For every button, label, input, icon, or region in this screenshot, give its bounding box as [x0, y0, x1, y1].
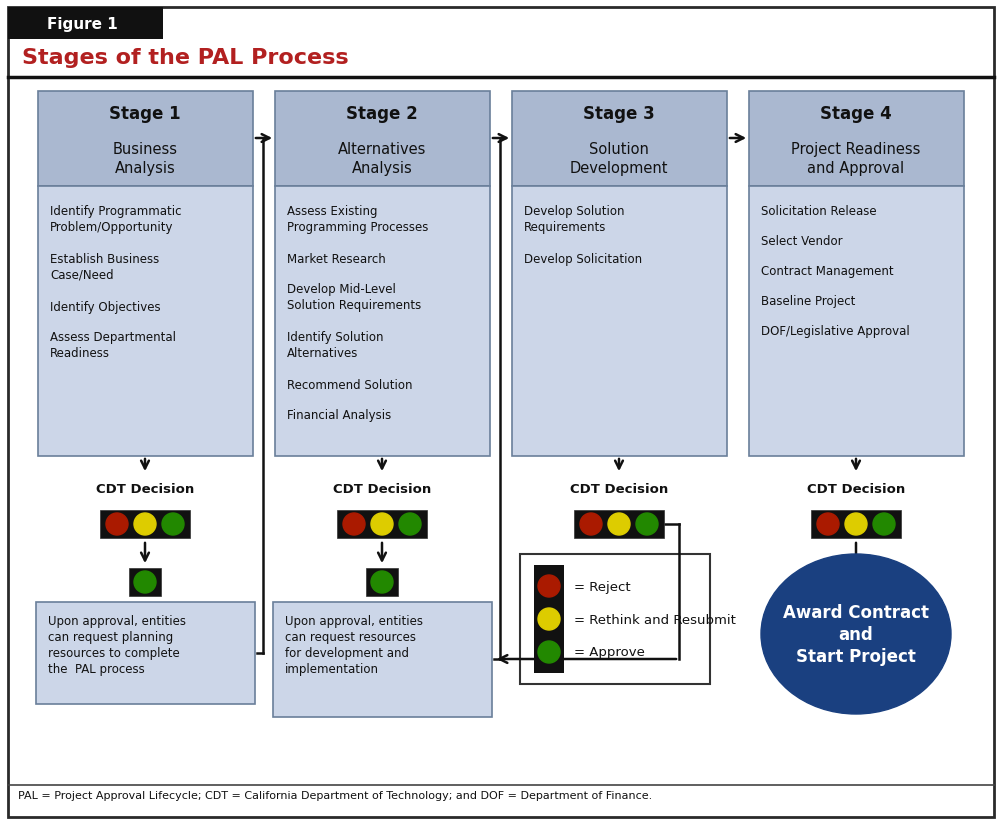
Text: Alternatives
Analysis: Alternatives Analysis: [338, 141, 426, 175]
Circle shape: [608, 514, 630, 535]
FancyBboxPatch shape: [38, 92, 253, 187]
FancyBboxPatch shape: [36, 602, 255, 704]
FancyBboxPatch shape: [8, 8, 994, 817]
Circle shape: [636, 514, 658, 535]
FancyBboxPatch shape: [275, 92, 490, 187]
Text: Develop Mid-Level
Solution Requirements: Develop Mid-Level Solution Requirements: [287, 283, 421, 312]
Circle shape: [538, 576, 560, 597]
Circle shape: [845, 514, 867, 535]
Text: Market Research: Market Research: [287, 253, 386, 265]
Circle shape: [162, 514, 184, 535]
Text: Stage 1: Stage 1: [109, 105, 180, 123]
Circle shape: [343, 514, 365, 535]
FancyBboxPatch shape: [273, 602, 492, 717]
Text: DOF/Legislative Approval: DOF/Legislative Approval: [761, 325, 910, 337]
Text: PAL = Project Approval Lifecycle; CDT = California Department of Technology; and: PAL = Project Approval Lifecycle; CDT = …: [18, 790, 652, 800]
Text: Contract Management: Contract Management: [761, 265, 894, 278]
Text: CDT Decision: CDT Decision: [96, 482, 194, 495]
Text: CDT Decision: CDT Decision: [570, 482, 668, 495]
Text: Recommend Solution: Recommend Solution: [287, 379, 413, 391]
Text: Financial Analysis: Financial Analysis: [287, 409, 391, 422]
Text: = Approve: = Approve: [574, 646, 645, 658]
Circle shape: [371, 571, 393, 593]
FancyBboxPatch shape: [749, 92, 964, 187]
Circle shape: [106, 514, 128, 535]
FancyBboxPatch shape: [512, 187, 727, 457]
Text: Assess Departmental
Readiness: Assess Departmental Readiness: [50, 331, 176, 360]
Text: CDT Decision: CDT Decision: [807, 482, 905, 495]
Text: Solution
Development: Solution Development: [570, 141, 668, 175]
Ellipse shape: [761, 554, 951, 715]
Text: CDT Decision: CDT Decision: [333, 482, 431, 495]
FancyBboxPatch shape: [100, 510, 190, 538]
Text: Identify Objectives: Identify Objectives: [50, 301, 160, 313]
FancyBboxPatch shape: [574, 510, 664, 538]
Circle shape: [538, 641, 560, 663]
Text: Identify Solution
Alternatives: Identify Solution Alternatives: [287, 331, 384, 360]
FancyBboxPatch shape: [38, 187, 253, 457]
Circle shape: [399, 514, 421, 535]
FancyBboxPatch shape: [366, 568, 398, 596]
FancyBboxPatch shape: [534, 566, 564, 673]
Circle shape: [873, 514, 895, 535]
FancyBboxPatch shape: [337, 510, 427, 538]
Text: = Reject: = Reject: [574, 580, 630, 593]
Text: Establish Business
Case/Need: Establish Business Case/Need: [50, 253, 159, 282]
FancyBboxPatch shape: [520, 554, 710, 684]
Text: Baseline Project: Baseline Project: [761, 294, 856, 308]
Text: Develop Solution
Requirements: Develop Solution Requirements: [524, 205, 624, 234]
Text: Upon approval, entities
can request planning
resources to complete
the  PAL proc: Upon approval, entities can request plan…: [48, 614, 186, 675]
Text: Develop Solicitation: Develop Solicitation: [524, 253, 642, 265]
FancyBboxPatch shape: [811, 510, 901, 538]
Text: Stage 2: Stage 2: [346, 105, 418, 123]
Text: Identify Programmatic
Problem/Opportunity: Identify Programmatic Problem/Opportunit…: [50, 205, 181, 234]
FancyBboxPatch shape: [749, 187, 964, 457]
Circle shape: [538, 609, 560, 630]
Text: Award Contract
and
Start Project: Award Contract and Start Project: [783, 603, 929, 666]
FancyBboxPatch shape: [8, 8, 163, 40]
Circle shape: [817, 514, 839, 535]
Text: Figure 1: Figure 1: [47, 17, 117, 31]
Circle shape: [134, 514, 156, 535]
Text: Solicitation Release: Solicitation Release: [761, 205, 877, 218]
Text: Stage 3: Stage 3: [583, 105, 655, 123]
Text: Stages of the PAL Process: Stages of the PAL Process: [22, 48, 349, 68]
FancyBboxPatch shape: [129, 568, 161, 596]
Circle shape: [371, 514, 393, 535]
Text: = Rethink and Resubmit: = Rethink and Resubmit: [574, 613, 735, 626]
Text: Project Readiness
and Approval: Project Readiness and Approval: [792, 141, 921, 175]
Circle shape: [134, 571, 156, 593]
FancyBboxPatch shape: [275, 187, 490, 457]
Text: Stage 4: Stage 4: [820, 105, 892, 123]
Text: Select Vendor: Select Vendor: [761, 235, 843, 248]
Circle shape: [580, 514, 602, 535]
FancyBboxPatch shape: [512, 92, 727, 187]
Text: Assess Existing
Programming Processes: Assess Existing Programming Processes: [287, 205, 429, 234]
Text: Business
Analysis: Business Analysis: [112, 141, 177, 175]
Text: Upon approval, entities
can request resources
for development and
implementation: Upon approval, entities can request reso…: [285, 614, 423, 675]
